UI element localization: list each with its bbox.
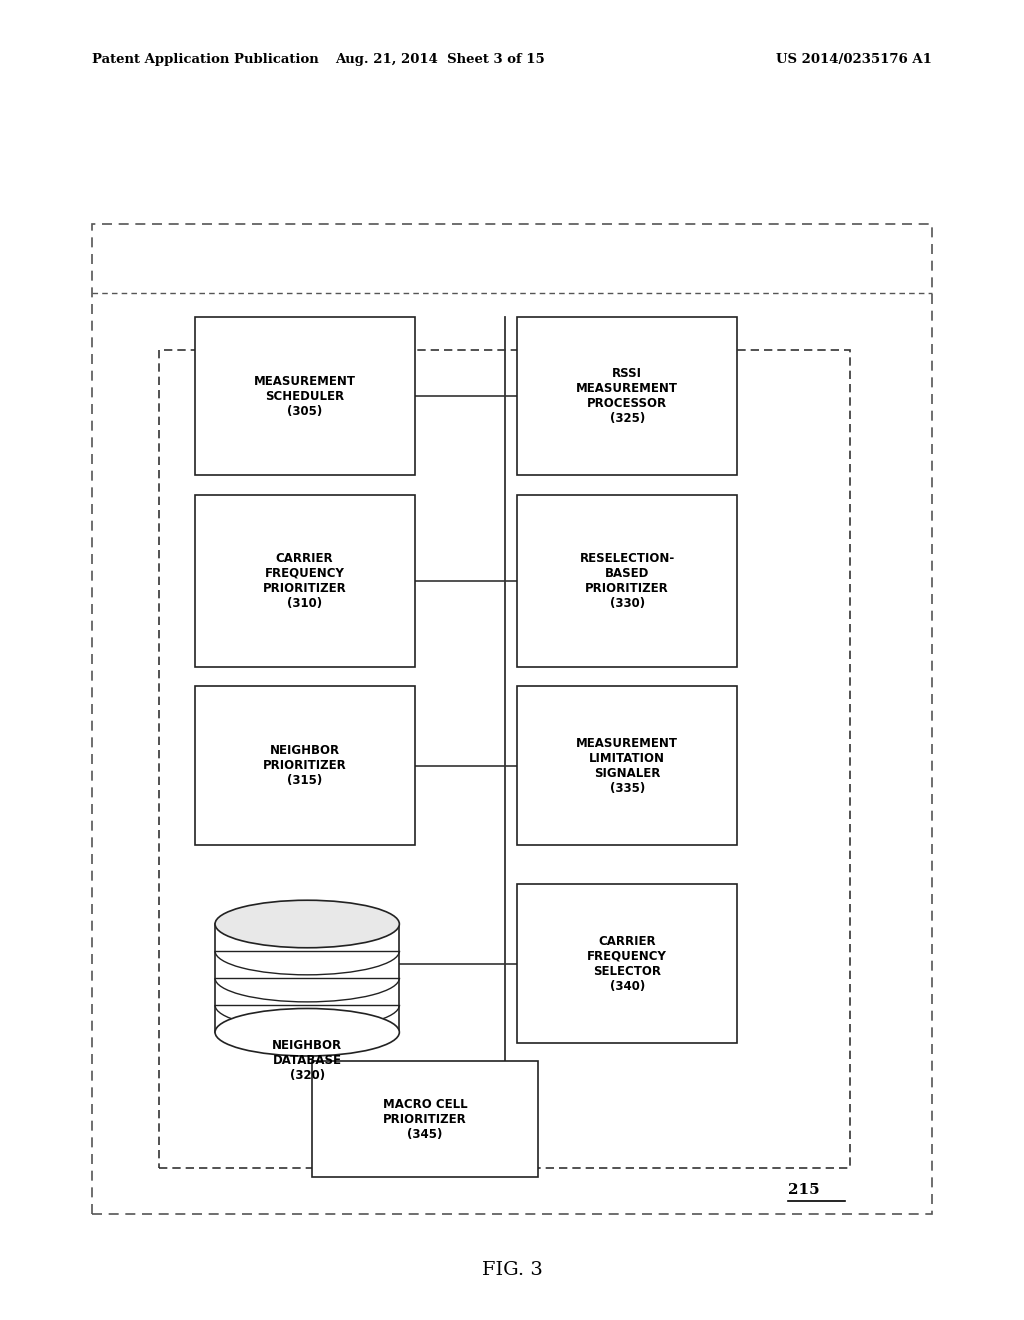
Text: RESELECTION-
BASED
PRIORITIZER
(330): RESELECTION- BASED PRIORITIZER (330)	[580, 552, 675, 610]
Text: 215: 215	[788, 1183, 820, 1197]
Bar	[195, 495, 415, 667]
Bar	[159, 350, 850, 1168]
Ellipse shape	[215, 900, 399, 948]
Bar	[517, 686, 737, 845]
Text: NEIGHBOR
DATABASE
(320): NEIGHBOR DATABASE (320)	[272, 1039, 342, 1082]
Text: MEASUREMENT
LIMITATION
SIGNALER
(335): MEASUREMENT LIMITATION SIGNALER (335)	[577, 737, 678, 795]
Text: Aug. 21, 2014  Sheet 3 of 15: Aug. 21, 2014 Sheet 3 of 15	[336, 53, 545, 66]
Bar	[517, 495, 737, 667]
Bar	[517, 884, 737, 1043]
Bar	[92, 224, 932, 1214]
Bar	[195, 317, 415, 475]
Bar	[312, 1061, 538, 1177]
Bar	[195, 686, 415, 845]
Text: MACRO CELL
PRIORITIZER
(345): MACRO CELL PRIORITIZER (345)	[383, 1098, 467, 1140]
Bar	[517, 317, 737, 475]
Text: CARRIER
FREQUENCY
PRIORITIZER
(310): CARRIER FREQUENCY PRIORITIZER (310)	[263, 552, 346, 610]
Text: FIG. 3: FIG. 3	[481, 1261, 543, 1279]
Ellipse shape	[215, 1008, 399, 1056]
Text: CARRIER
FREQUENCY
SELECTOR
(340): CARRIER FREQUENCY SELECTOR (340)	[587, 935, 668, 993]
Text: MEASUREMENT
SCHEDULER
(305): MEASUREMENT SCHEDULER (305)	[254, 375, 355, 417]
Text: Patent Application Publication: Patent Application Publication	[92, 53, 318, 66]
Text: US 2014/0235176 A1: US 2014/0235176 A1	[776, 53, 932, 66]
Text: RSSI
MEASUREMENT
PROCESSOR
(325): RSSI MEASUREMENT PROCESSOR (325)	[577, 367, 678, 425]
Bar	[215, 924, 399, 1032]
Text: NEIGHBOR
PRIORITIZER
(315): NEIGHBOR PRIORITIZER (315)	[263, 744, 346, 787]
